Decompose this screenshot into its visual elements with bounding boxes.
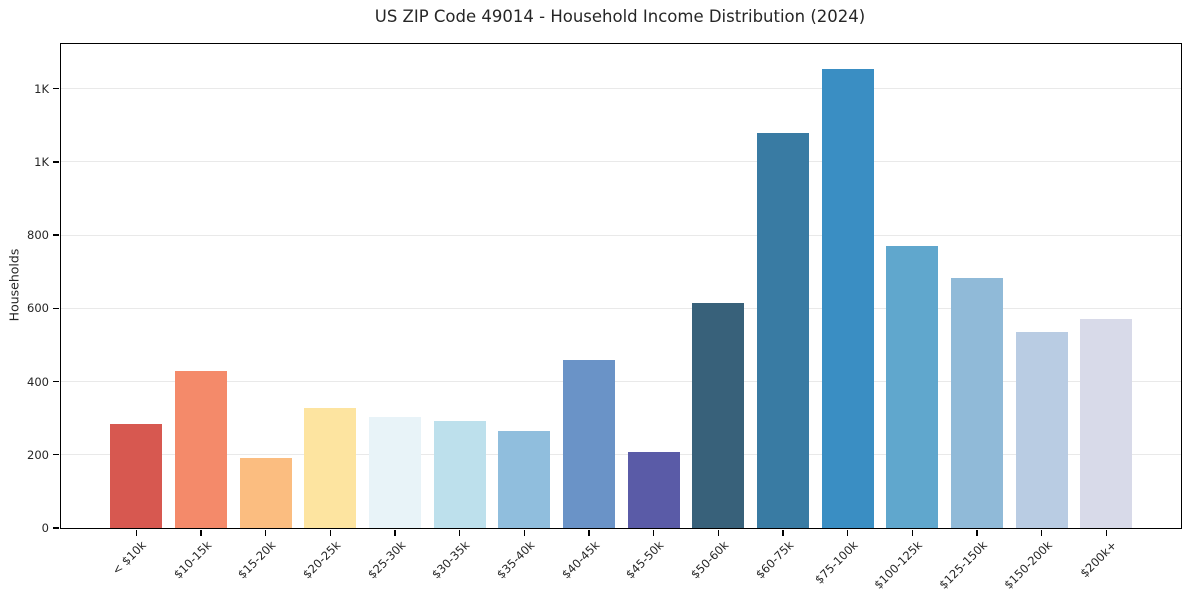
y-tick-label: 200 xyxy=(27,447,49,462)
x-tick-mark xyxy=(523,530,525,536)
bar-200k xyxy=(1080,318,1133,528)
gridline xyxy=(61,307,1181,309)
x-tick-label: $25-30k xyxy=(364,538,408,582)
x-tick-label: $30-35k xyxy=(429,538,473,582)
x-tick-label: $60-75k xyxy=(752,538,796,582)
gridline xyxy=(61,161,1181,163)
x-tick-label: $125-150k xyxy=(936,538,990,590)
x-tick-label: $75-100k xyxy=(811,538,861,587)
y-tick-mark xyxy=(53,527,59,529)
x-tick-mark xyxy=(652,530,655,536)
bar-20-25k xyxy=(304,407,357,528)
x-tick-label: $45-50k xyxy=(623,538,667,582)
x-tick-mark xyxy=(458,530,461,536)
x-tick-mark xyxy=(1105,530,1108,536)
bar-75-100k xyxy=(821,69,874,528)
gridline xyxy=(61,454,1181,456)
bar-125-150k xyxy=(951,277,1003,528)
x-tick-mark xyxy=(264,530,267,536)
y-tick-label: 1K xyxy=(34,154,49,169)
x-tick-mark xyxy=(717,530,720,536)
y-tick-mark xyxy=(53,87,59,90)
bar-150-200k xyxy=(1015,331,1068,528)
x-tick-mark xyxy=(782,530,784,536)
x-tick-label: $150-200k xyxy=(1000,538,1055,590)
gridline xyxy=(61,234,1181,236)
bar-10k xyxy=(110,424,163,528)
y-tick-label: 1K xyxy=(34,81,49,96)
y-tick-mark xyxy=(53,234,59,236)
x-tick-mark xyxy=(135,530,137,536)
x-tick-label: $200k+ xyxy=(1077,538,1120,581)
x-tick-mark xyxy=(329,530,331,536)
bar-25-30k xyxy=(368,416,421,528)
y-axis-label: Households xyxy=(6,248,22,322)
x-tick-label: $15-20k xyxy=(235,538,279,582)
bar-15-20k xyxy=(239,458,292,528)
x-tick-mark xyxy=(911,530,914,536)
x-tick-label: $100-125k xyxy=(871,538,926,590)
bar-60-75k xyxy=(757,133,809,528)
gridline xyxy=(61,88,1181,90)
x-tick-mark xyxy=(976,530,978,536)
bar-10-15k xyxy=(174,370,227,528)
y-tick-label: 400 xyxy=(27,374,49,389)
x-tick-label: $20-25k xyxy=(299,538,344,582)
y-tick-label: 800 xyxy=(27,228,49,243)
bar-50-60k xyxy=(692,303,745,528)
x-tick-mark xyxy=(1040,530,1043,536)
plot-area: 0 200 400 600 800 1K 1K < $10k $10-15k $15-20k $20… xyxy=(27,43,1182,590)
y-tick-mark xyxy=(53,380,59,383)
bar-45-50k xyxy=(627,451,680,528)
y-tick-mark xyxy=(53,454,59,456)
chart-title: US ZIP Code 49014 - Household Income Dis… xyxy=(374,7,866,26)
x-tick-label: $40-45k xyxy=(558,538,602,582)
bar-100-125k xyxy=(886,246,939,528)
x-tick-mark xyxy=(394,530,396,536)
x-tick-mark xyxy=(200,530,202,536)
bar-40-45k xyxy=(562,359,615,528)
x-tick-label: $50-60k xyxy=(687,538,732,582)
y-tick-label: 600 xyxy=(27,301,49,316)
bar-35-40k xyxy=(498,430,551,528)
x-tick-mark xyxy=(588,530,590,536)
x-tick-mark xyxy=(846,530,849,536)
x-tick-label: < $10k xyxy=(109,538,150,578)
y-tick-mark xyxy=(53,307,59,310)
y-tick-label: 0 xyxy=(41,521,49,535)
y-tick-mark xyxy=(53,161,59,163)
gridline xyxy=(61,381,1181,383)
x-tick-label: $10-15k xyxy=(170,538,214,582)
x-tick-label: $35-40k xyxy=(493,538,538,582)
bar-30-35k xyxy=(433,421,486,528)
